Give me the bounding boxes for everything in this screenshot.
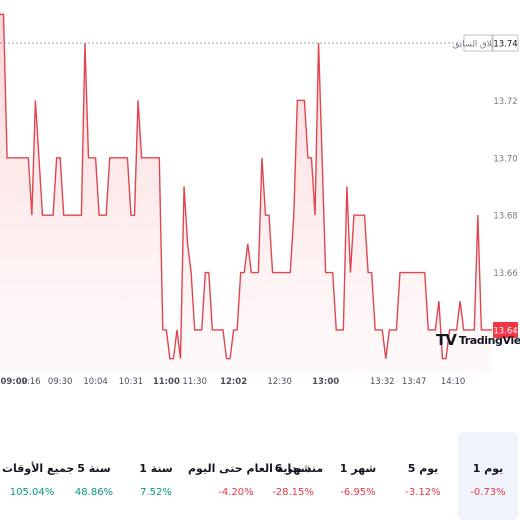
period-tab-5[interactable]: 1 سنة 7.52% <box>126 432 186 520</box>
period-label: جميع الأوقات <box>2 462 75 475</box>
x-tick-label: 13:00 <box>312 377 339 387</box>
period-label: 5 يوم <box>407 462 439 475</box>
last-price-badge: 13.64 <box>493 321 518 338</box>
period-tab-4[interactable]: منذ بداية العام حتى اليوم -4.20% <box>188 432 324 520</box>
price-line <box>0 13 492 360</box>
period-change-value: 105.04% <box>9 487 55 498</box>
period-change-value: -0.73% <box>470 487 506 498</box>
performance-periods: 1 يوم -0.73% 5 يوم -3.12% 1 شهر -6.95% 6 شهر -2… <box>0 432 520 520</box>
x-tick-label: 13:47 <box>402 377 427 387</box>
tradingview-logo-text: TradingView <box>458 333 520 347</box>
x-tick-label: 09:00 <box>0 377 27 387</box>
previous-close-value-box <box>492 34 519 52</box>
period-label: 1 شهر <box>339 462 377 475</box>
previous-close-value: 13.74 <box>493 40 517 50</box>
period-label: 6 شهر <box>274 462 312 475</box>
tradingview-logo[interactable]: TV TradingView <box>436 328 520 352</box>
x-tick-label: 12:30 <box>267 377 292 387</box>
last-price-badge-box <box>493 321 518 338</box>
x-tick-label: 10:04 <box>83 377 108 387</box>
y-tick-label: 13.68 <box>493 212 517 222</box>
x-tick-label: 09:16 <box>16 377 41 387</box>
area-fill-path <box>0 14 492 373</box>
y-tick-label: 13.66 <box>493 269 517 279</box>
period-tab-7[interactable]: جميع الأوقات 105.04% <box>2 432 75 520</box>
x-tick-label: 11:00 <box>153 377 180 387</box>
period-change-value: -28.15% <box>272 487 314 498</box>
price-area-fill <box>0 14 492 373</box>
period-change-value: 7.52% <box>140 487 172 498</box>
x-tick-label: 13:32 <box>370 377 395 387</box>
period-tab-3[interactable]: 6 شهر -28.15% <box>263 432 323 520</box>
last-price-badge-text: 13.64 <box>493 326 517 336</box>
period-tab-1[interactable]: 5 يوم -3.12% <box>393 432 453 520</box>
period-change-value: -3.12% <box>405 487 441 498</box>
period-change-value: 48.86% <box>74 487 114 498</box>
x-tick-label: 12:02 <box>220 377 247 387</box>
previous-close-label-box <box>463 34 493 52</box>
period-label: 1 يوم <box>472 462 504 475</box>
x-tick-label: 09:30 <box>48 377 73 387</box>
period-tab-6[interactable]: 5 سنة 48.86% <box>64 432 124 520</box>
price-line-path <box>0 13 492 360</box>
period-label: 1 سنة <box>139 462 173 475</box>
period-tab-2[interactable]: 1 شهر -6.95% <box>328 432 388 520</box>
y-axis: 13.72 13.70 13.68 13.66 <box>493 97 517 279</box>
tradingview-logo-mark: TV <box>436 331 457 349</box>
x-tick-label: 14:10 <box>441 377 466 387</box>
period-label: منذ بداية العام حتى اليوم <box>188 462 324 475</box>
period-change-value: -4.20% <box>218 487 254 498</box>
x-tick-label: 11:30 <box>182 377 207 387</box>
y-tick-label: 13.72 <box>493 97 517 107</box>
y-tick-label: 13.70 <box>493 154 517 164</box>
period-tab-0[interactable]: 1 يوم -0.73% <box>458 432 518 520</box>
previous-close-label: الإغلاق السابق <box>453 40 504 50</box>
period-change-value: -6.95% <box>340 487 376 498</box>
period-label: 5 سنة <box>77 462 111 475</box>
x-tick-label: 10:31 <box>119 377 144 387</box>
